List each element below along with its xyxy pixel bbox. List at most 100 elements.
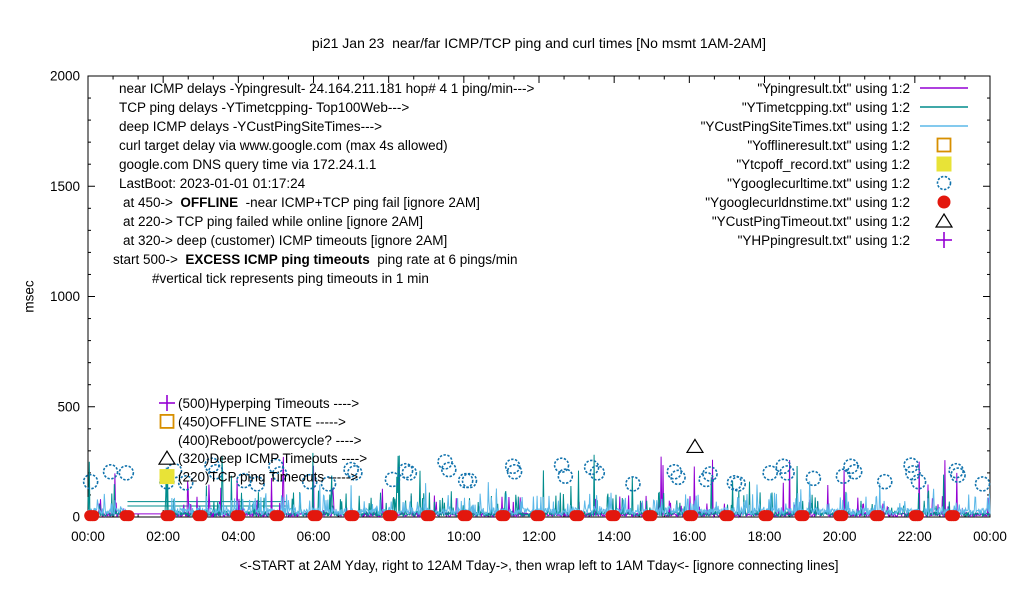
googlecurl-point [440,461,457,478]
googlecurl-point [457,472,474,489]
googlecurl-point [102,463,119,480]
googlecurl-point [437,454,453,470]
googledns-point [273,510,285,522]
googlecurl-point [670,469,686,486]
googlecurl-point [974,476,991,492]
open-square-marker [936,137,952,153]
googlecurl-point [271,466,288,482]
info-line: #vertical tick represents ping timeouts … [152,271,429,286]
googlecurl-point [702,466,718,482]
googlecurl-point [876,473,893,490]
googledns-point [646,510,658,522]
googlecurl-point [401,465,418,481]
legend-label: "YHPpingresult.txt" using 1:2 [738,233,910,248]
googledns-point [311,510,323,522]
y-tick-label: 2000 [50,69,80,84]
googledns-point [164,510,176,522]
googledns-point [573,510,585,522]
googlecurl-point [320,476,337,492]
googledns-point [234,510,246,522]
googlecurl-point [557,468,574,485]
googlecurl-point [82,473,99,490]
googlecurl-point [397,462,414,479]
legend-label: "Ytcpoff_record.txt" using 1:2 [736,157,910,172]
googledns-point [424,510,436,522]
x-axis-label: <-START at 2AM Yday, right to 12AM Tday-… [239,558,839,573]
annotation-label: (450)OFFLINE STATE -----> [178,414,346,429]
googlecurl-point [805,470,822,487]
googlecurl-point [589,465,606,481]
googlecurl-point [268,458,284,475]
googlecurl-point [461,472,478,489]
y-axis-label: msec [21,280,37,313]
googledns-point [912,510,924,522]
googlecurl-point [905,465,921,481]
googledns-point [837,510,849,522]
googledns-point [88,510,100,522]
legend-label: "YCustPingTimeout.txt" using 1:2 [712,214,910,229]
googledns-point [461,510,473,522]
googlecurl-point [347,465,363,481]
googlecurl-point [730,476,746,492]
chart-title: pi21 Jan 23 near/far ICMP/TCP ping and c… [311,35,767,51]
open-circle-marker [936,175,952,191]
x-tick-label: 04:00 [221,529,255,544]
info-line: at 450-> OFFLINE -near ICMP+TCP ping fai… [123,195,480,210]
googledns-point [386,510,398,522]
filled-square-marker [936,156,952,172]
x-tick-label: 00:00 [71,529,105,544]
annotation-label: (500)Hyperping Timeouts ----> [178,396,359,411]
googledns-point [762,510,774,522]
googlecurl-point [779,465,795,481]
googledns-point [348,510,360,522]
googlecurl-point [553,457,570,473]
googlecurl-point [384,471,401,488]
y-tick-label: 1000 [50,289,80,304]
legend-label: "YCustPingSiteTimes.txt" using 1:2 [701,119,910,134]
x-tick-label: 16:00 [672,529,706,544]
x-tick-label: 14:00 [597,529,631,544]
info-line: deep ICMP delays -YCustPingSiteTimes---> [119,119,382,134]
googlecurl-point [583,459,600,476]
legend-label: "YTimetcpping.txt" using 1:2 [742,100,910,115]
googlecurl-point [846,463,863,480]
x-tick-label: 12:00 [522,529,556,544]
x-tick-label: 00:00 [973,529,1007,544]
info-line: near ICMP delays -Ypingresult- 24.164.21… [119,81,534,96]
googlecurl-point [903,457,919,473]
googlecurl-point [177,475,194,491]
info-line: google.com DNS query time via 172.24.1.1 [119,157,376,172]
googledns-point [123,510,135,522]
annotation-label: (400)Reboot/powercycle? ----> [178,433,362,448]
custpingtimeout-point [685,438,705,454]
x-tick-label: 08:00 [372,529,406,544]
info-line: start 500-> EXCESS ICMP ping timeouts pi… [113,252,518,267]
googlecurl-point [625,476,641,492]
googlecurl-point [301,473,318,490]
googlecurl-point [948,462,964,479]
x-tick-label: 02:00 [146,529,180,544]
googledns-point [499,510,511,522]
info-line: at 220-> TCP ping failed while online [i… [123,214,423,229]
legend-label: "Ygooglecurltime.txt" using 1:2 [727,176,910,191]
x-tick-label: 18:00 [748,529,782,544]
googlecurl-point [343,461,359,478]
googledns-point [948,510,960,522]
googlecurl-point [698,471,715,488]
y-tick-label: 0 [72,510,80,525]
googlecurl-point [249,476,265,492]
info-line: TCP ping delays -YTimetcpping- Top100Web… [119,100,409,115]
googlecurl-point [762,465,778,481]
x-tick-label: 10:00 [447,529,481,544]
x-tick-label: 22:00 [898,529,932,544]
filled-square-marker [159,469,175,485]
googledns-point [609,510,621,522]
googlecurl-point [950,467,966,483]
legend-label: "Ygooglecurldnstime.txt" using 1:2 [705,195,910,210]
info-line: at 320-> deep (customer) ICMP timeouts [… [123,233,447,248]
open-square-marker [159,413,175,429]
open-triangle-marker [157,450,177,465]
googlecurl-point [504,458,521,475]
legend-label: "Ypingresult.txt" using 1:2 [757,81,910,96]
googlecurl-point [118,465,135,481]
